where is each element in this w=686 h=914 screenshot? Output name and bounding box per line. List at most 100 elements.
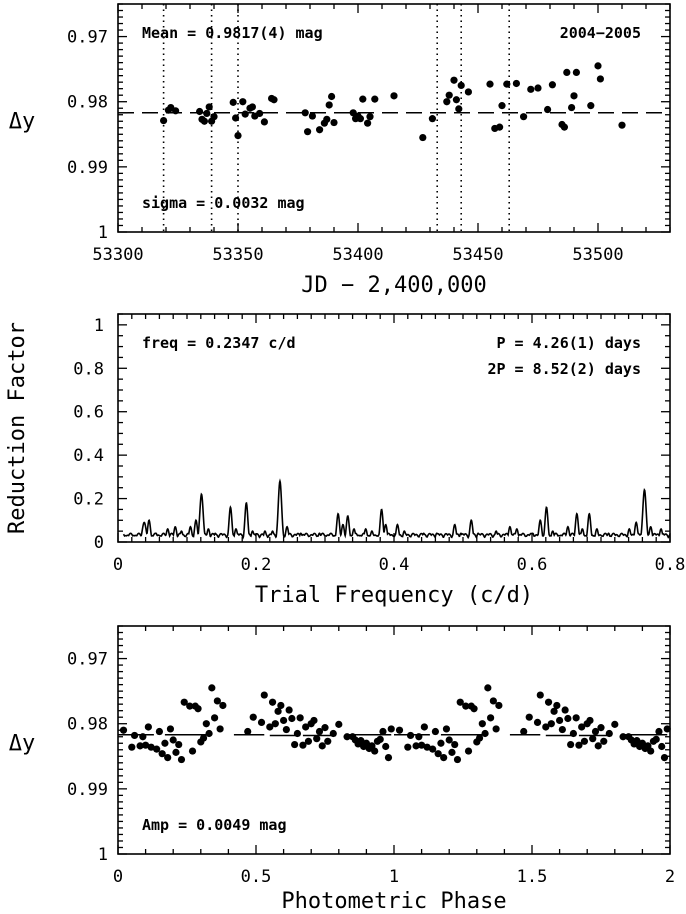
data-point <box>299 741 307 749</box>
data-point <box>202 720 210 728</box>
data-point <box>371 95 379 103</box>
y-tick-label: 0.98 <box>67 93 108 113</box>
data-point <box>390 92 398 100</box>
data-point <box>395 726 404 734</box>
data-point <box>166 725 175 733</box>
data-point <box>496 123 504 131</box>
data-point <box>525 713 533 721</box>
data-point <box>487 714 495 722</box>
x-tick-label: 0.2 <box>241 555 272 575</box>
data-point <box>313 735 321 743</box>
data-point <box>412 742 420 750</box>
data-point <box>520 113 528 121</box>
data-point <box>443 98 451 106</box>
data-point <box>199 734 208 742</box>
data-point <box>136 742 144 750</box>
middle-2p-annotation: 2P = 8.52(2) days <box>487 360 641 378</box>
data-point <box>241 110 249 118</box>
x-tick-label: 53450 <box>452 245 503 265</box>
data-point <box>418 741 426 749</box>
x-tick-label: 0.4 <box>379 555 410 575</box>
data-point <box>161 739 169 747</box>
data-point <box>382 742 390 751</box>
data-point <box>310 716 318 725</box>
data-point <box>158 750 166 758</box>
data-point <box>239 98 247 106</box>
data-point <box>175 740 183 749</box>
data-point <box>572 714 580 722</box>
data-point <box>172 107 180 115</box>
data-point <box>130 731 139 740</box>
data-point <box>420 723 428 731</box>
data-point <box>619 733 627 741</box>
data-point <box>153 745 161 753</box>
data-point <box>544 105 552 114</box>
data-point <box>563 68 571 76</box>
data-point <box>268 698 277 706</box>
y-tick-label: 0.6 <box>73 403 104 423</box>
data-point <box>481 729 489 738</box>
data-point <box>234 131 242 140</box>
data-point <box>328 92 336 101</box>
top-mean-annotation: Mean = 0.9817(4) mag <box>142 24 323 42</box>
data-point <box>257 718 266 727</box>
data-point <box>208 684 216 692</box>
data-point <box>172 748 180 756</box>
bottom-amp-annotation: Amp = 0.0049 mag <box>142 816 287 834</box>
data-point <box>464 88 472 96</box>
data-point <box>266 723 274 731</box>
bottom-ticks: 0 0.5 1 1.5 2 0.97 0.98 0.99 1 <box>67 625 675 887</box>
data-point <box>445 736 453 744</box>
data-point <box>321 724 329 732</box>
data-point <box>527 85 535 93</box>
data-point <box>301 109 309 117</box>
data-point <box>457 81 465 90</box>
data-point <box>544 698 553 706</box>
data-point <box>633 737 641 745</box>
top-plot-frame <box>117 3 671 233</box>
data-point <box>291 740 299 749</box>
data-point <box>216 725 224 733</box>
data-point <box>144 723 152 731</box>
data-point <box>464 747 473 755</box>
data-point <box>256 109 264 118</box>
bottom-marks <box>118 684 671 764</box>
data-point <box>205 729 213 738</box>
x-tick-label: 2 <box>665 867 675 887</box>
data-point <box>270 96 278 104</box>
data-point <box>655 727 663 736</box>
data-point <box>575 741 583 749</box>
bottom-panel: 0 0.5 1 1.5 20.970.980.991 Amp = 0.0049 mag … <box>9 625 675 914</box>
data-point <box>356 115 364 123</box>
data-point <box>484 684 492 692</box>
data-point <box>316 126 324 134</box>
data-point <box>205 103 213 111</box>
data-point <box>219 701 227 710</box>
data-point <box>652 735 660 743</box>
data-point <box>605 729 613 738</box>
data-point <box>663 725 671 733</box>
x-tick-label: 53300 <box>92 245 143 265</box>
data-point <box>285 706 293 714</box>
data-point <box>335 720 343 728</box>
y-tick-label: 1 <box>98 845 108 865</box>
data-point <box>567 740 575 749</box>
bottom-y-axis-label: Δy <box>9 731 36 756</box>
data-point <box>188 747 197 755</box>
data-point <box>379 727 387 736</box>
data-point <box>423 743 431 751</box>
top-x-axis-label: JD − 2,400,000 <box>301 273 486 298</box>
data-point <box>357 737 365 745</box>
middle-x-axis-label: Trial Frequency (c/d) <box>255 583 533 608</box>
data-point <box>196 107 204 116</box>
data-point <box>248 103 256 111</box>
y-tick-label: 0.8 <box>73 359 104 379</box>
data-point <box>568 103 576 112</box>
data-point <box>359 95 367 103</box>
data-point <box>534 84 542 92</box>
data-point <box>572 68 581 76</box>
data-point <box>288 714 296 723</box>
data-point <box>177 755 186 764</box>
data-point <box>324 737 332 745</box>
y-tick-label: 0.97 <box>67 650 108 670</box>
